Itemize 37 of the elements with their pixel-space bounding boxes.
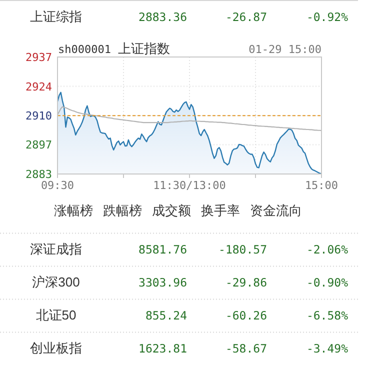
chart-title: 上证指数 bbox=[118, 41, 170, 56]
data-label: -6.58% bbox=[306, 308, 348, 323]
category-label: 上证综指 bbox=[30, 9, 82, 24]
data-label: -0.92% bbox=[306, 10, 348, 24]
category-label: 北证50 bbox=[36, 308, 76, 323]
data-label: -2.06% bbox=[306, 242, 348, 257]
data-label: 1623.81 bbox=[138, 342, 188, 356]
data-label: 8581.76 bbox=[138, 242, 188, 257]
data-label: -0.90% bbox=[306, 276, 348, 290]
x-tick-label: 09:30 bbox=[40, 179, 74, 192]
data-label: -3.49% bbox=[306, 342, 348, 356]
text: 跌幅榜 bbox=[103, 203, 142, 218]
data-label: -60.26 bbox=[225, 308, 268, 323]
x-tick-label: 11:30/13:00 bbox=[153, 179, 226, 192]
x-tick-label: 15:00 bbox=[304, 179, 338, 192]
y-tick-label: 2883 bbox=[26, 168, 52, 181]
category-label: 沪深300 bbox=[32, 274, 80, 290]
line-series bbox=[56, 106, 322, 132]
data-label: 2883.36 bbox=[138, 10, 188, 24]
category-label: 创业板指 bbox=[30, 340, 82, 356]
data-label: -29.86 bbox=[225, 276, 268, 290]
text: 资金流向 bbox=[250, 203, 302, 218]
text: sh000001 bbox=[58, 43, 111, 56]
data-label: -26.87 bbox=[225, 10, 268, 24]
category-label: 深证成指 bbox=[30, 242, 82, 257]
data-label: 3303.96 bbox=[138, 276, 188, 290]
y-tick-label: 2924 bbox=[26, 80, 52, 94]
text: 换手率 bbox=[201, 203, 240, 218]
data-label: 855.24 bbox=[145, 308, 188, 323]
text: 01-29 15:00 bbox=[248, 43, 322, 56]
text: 成交额 bbox=[152, 203, 191, 218]
data-label: -180.57 bbox=[218, 242, 268, 257]
y-tick-label: 2937 bbox=[26, 51, 52, 64]
data-label: -58.67 bbox=[225, 342, 268, 356]
y-tick-label: 2910 bbox=[26, 110, 52, 123]
text: 涨幅榜 bbox=[54, 203, 93, 218]
y-tick-label: 2897 bbox=[26, 138, 52, 152]
